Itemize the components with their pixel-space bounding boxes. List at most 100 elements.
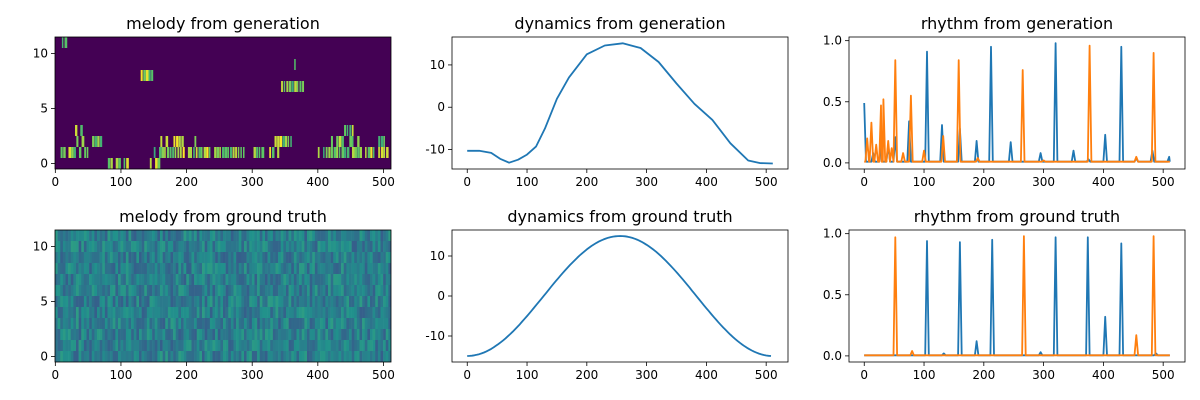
heatmap-cell <box>123 230 127 242</box>
heatmap-cell <box>277 147 280 158</box>
heatmap-cell <box>225 329 229 341</box>
heatmap-cell <box>65 340 69 352</box>
heatmap-cell <box>328 285 331 297</box>
heatmap-cell <box>165 263 169 275</box>
heatmap-cell <box>272 307 276 319</box>
heatmap-cell <box>238 296 242 308</box>
heatmap-cell <box>375 274 379 286</box>
heatmap-cell <box>107 230 111 242</box>
heatmap-cell <box>280 230 284 242</box>
heatmap-cell <box>233 307 237 319</box>
heatmap-cell <box>183 340 187 352</box>
heatmap-cell <box>354 230 358 242</box>
heatmap-cell <box>236 307 240 319</box>
heatmap-cell <box>194 274 198 286</box>
heatmap-cell <box>207 329 211 341</box>
y-tick-label: 0.0 <box>823 156 842 170</box>
heatmap-cell <box>160 230 163 242</box>
heatmap-cell <box>172 147 175 158</box>
heatmap-cell <box>223 285 226 297</box>
heatmap-cell <box>136 318 140 330</box>
heatmap-cell <box>314 318 318 330</box>
heatmap-cell <box>354 263 358 275</box>
heatmap-cell <box>167 351 171 362</box>
heatmap-cell <box>89 263 93 275</box>
heatmap-cell <box>136 263 140 275</box>
axes-frame <box>451 229 789 363</box>
heatmap-cell <box>385 252 389 264</box>
heatmap-cell <box>362 351 366 362</box>
heatmap-cell <box>149 252 153 264</box>
heatmap-cell <box>312 274 316 286</box>
heatmap-cell <box>294 81 297 92</box>
heatmap-cell <box>351 125 354 136</box>
heatmap-cell <box>351 241 355 253</box>
x-tick-label: 200 <box>175 175 198 189</box>
heatmap-cell <box>57 252 61 264</box>
heatmap-cell <box>312 296 316 308</box>
heatmap-cell <box>157 318 161 330</box>
heatmap-cell <box>175 318 179 330</box>
heatmap-cell <box>81 329 85 341</box>
heatmap-cell <box>112 230 116 242</box>
heatmap-cell <box>330 147 333 158</box>
heatmap-cell <box>328 318 331 330</box>
heatmap-cell <box>385 329 389 341</box>
heatmap-cell <box>320 285 324 297</box>
heatmap-cell <box>286 351 289 362</box>
heatmap-cell <box>112 263 116 275</box>
heatmap-cell <box>249 285 253 297</box>
heatmap-cell <box>133 263 137 275</box>
heatmap-cell <box>194 329 198 341</box>
heatmap-cell <box>212 274 216 286</box>
heatmap-cell <box>249 241 253 253</box>
heatmap-cell <box>204 329 208 341</box>
heatmap-cell <box>383 274 387 286</box>
heatmap-cell <box>267 263 271 275</box>
heatmap-cell <box>212 340 216 352</box>
heatmap-cell <box>186 351 190 362</box>
heatmap-cell <box>62 252 66 264</box>
heatmap-cell <box>146 274 150 286</box>
heatmap-cell <box>188 285 192 297</box>
heatmap-cell <box>144 307 148 319</box>
axes-frame <box>54 229 392 363</box>
heatmap-cell <box>330 285 334 297</box>
heatmap-cell <box>125 263 129 275</box>
heatmap-cell <box>338 285 342 297</box>
heatmap-cell <box>175 351 179 362</box>
heatmap-cell <box>335 318 339 330</box>
heatmap-cell <box>178 351 182 362</box>
heatmap-cell <box>131 274 135 286</box>
heatmap-cell <box>349 296 352 308</box>
heatmap-cell <box>238 263 242 275</box>
heatmap-cell <box>343 252 347 264</box>
heatmap-cell <box>212 252 216 264</box>
heatmap-cell <box>107 329 111 341</box>
heatmap-cell <box>388 241 391 253</box>
heatmap-cell <box>55 340 58 352</box>
heatmap-cell <box>207 274 211 286</box>
heatmap-cell <box>280 296 284 308</box>
heatmap-cell <box>144 285 148 297</box>
heatmap-cell <box>162 318 166 330</box>
heatmap-cell <box>196 263 200 275</box>
heatmap-cell <box>102 241 106 253</box>
heatmap-cell <box>307 351 310 362</box>
heatmap-cell <box>204 296 208 308</box>
heatmap-cell <box>307 285 310 297</box>
heatmap-cell <box>233 263 237 275</box>
heatmap-cell <box>301 329 305 341</box>
heatmap-cell <box>178 285 182 297</box>
heatmap-cell <box>157 340 161 352</box>
heatmap-cell <box>152 318 156 330</box>
heatmap-cell <box>209 318 213 330</box>
heatmap-cell <box>375 252 379 264</box>
heatmap-cell <box>91 241 95 253</box>
heatmap-cell <box>102 263 106 275</box>
heatmap-cell <box>139 307 142 319</box>
heatmap-cell <box>76 263 79 275</box>
x-tick-label: 0 <box>52 368 60 382</box>
heatmap-cell <box>377 285 381 297</box>
heatmap-cell <box>341 252 345 264</box>
